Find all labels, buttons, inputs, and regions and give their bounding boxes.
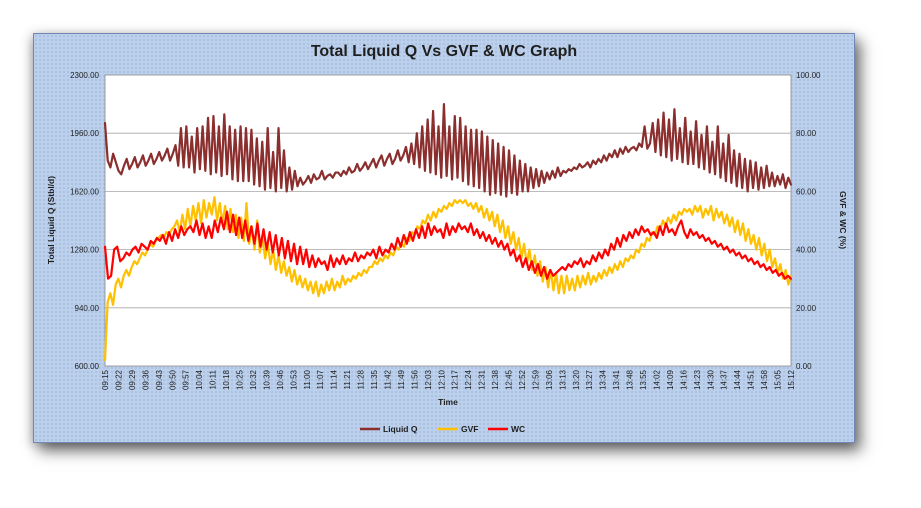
x-tick-label: 12:52 [518, 369, 527, 390]
x-tick-label: 12:03 [424, 369, 433, 390]
y-tick-label: 1620.00 [70, 187, 99, 196]
x-tick-label: 10:32 [249, 369, 258, 390]
y-tick-label: 1960.00 [70, 129, 99, 138]
x-axis-label: Time [438, 397, 458, 407]
x-tick-label: 11:56 [410, 369, 419, 389]
x-tick-label: 11:14 [330, 369, 339, 389]
y2-tick-label: 80.00 [796, 129, 817, 138]
y-tick-label: 940.00 [75, 304, 100, 313]
y-axis-ticks: 600.00 940.00 1280.00 1620.00 1960.00 2300.00 [70, 71, 99, 371]
x-tick-label: 13:20 [572, 369, 581, 390]
legend-item: GVF [438, 424, 478, 434]
x-tick-label: 10:18 [222, 369, 231, 390]
x-tick-label: 09:43 [155, 369, 164, 390]
x-tick-label: 11:35 [370, 369, 379, 389]
x-tick-label: 11:42 [383, 369, 392, 389]
x-tick-label: 13:34 [599, 369, 608, 390]
x-tick-label: 11:49 [397, 369, 406, 389]
x-tick-label: 10:11 [209, 369, 218, 389]
chart-title: Total Liquid Q Vs GVF & WC Graph [311, 43, 577, 60]
chart-svg: Total Liquid Q Vs GVF & WC Graph 600.00 9… [46, 43, 848, 434]
x-tick-label: 14:23 [693, 369, 702, 390]
x-tick-label: 12:59 [531, 369, 540, 390]
y-tick-label: 1280.00 [70, 246, 99, 255]
legend-label: GVF [461, 424, 478, 434]
x-tick-label: 11:28 [357, 369, 366, 389]
y-tick-label: 600.00 [75, 362, 100, 371]
x-tick-label: 09:36 [141, 369, 150, 390]
x-tick-label: 13:41 [612, 369, 621, 390]
x-tick-label: 13:06 [545, 369, 554, 390]
x-tick-label: 12:31 [478, 369, 487, 390]
series-line-liquid-q [103, 102, 793, 198]
x-tick-label: 13:13 [558, 369, 567, 390]
x-tick-label: 15:12 [787, 369, 796, 390]
y2-axis-label: GVF & WC (%) [838, 191, 848, 249]
legend-item: WC [488, 424, 525, 434]
x-axis-ticks: 09:15 09:22 09:29 09:36 09:43 09:50 09:57 10:04… [101, 369, 796, 390]
x-tick-label: 13:48 [626, 369, 635, 390]
series-line-gvf [103, 196, 793, 362]
x-tick-label: 14:02 [652, 369, 661, 390]
legend-label: WC [511, 424, 525, 434]
x-tick-label: 11:21 [343, 369, 352, 389]
y-axis-label: Total Liquid Q (Stbl/d) [46, 176, 56, 264]
legend-item: Liquid Q [360, 424, 418, 434]
y-tick-label: 2300.00 [70, 71, 99, 80]
x-tick-label: 09:29 [128, 369, 137, 390]
x-tick-label: 14:16 [679, 369, 688, 390]
x-tick-label: 14:37 [720, 369, 729, 390]
x-tick-label: 12:45 [505, 369, 514, 390]
x-tick-label: 13:55 [639, 369, 648, 390]
x-tick-label: 12:17 [451, 369, 460, 390]
x-tick-label: 14:58 [760, 369, 769, 390]
x-tick-label: 09:15 [101, 369, 110, 390]
x-tick-label: 11:00 [303, 369, 312, 389]
x-tick-label: 14:09 [666, 369, 675, 390]
series-line-wc [103, 210, 793, 280]
x-tick-label: 14:30 [706, 369, 715, 390]
y2-tick-label: 100.00 [796, 71, 821, 80]
x-tick-label: 12:38 [491, 369, 500, 390]
x-tick-label: 09:50 [168, 369, 177, 390]
x-tick-label: 13:27 [585, 369, 594, 390]
x-tick-label: 10:53 [289, 369, 298, 390]
x-tick-label: 14:51 [747, 369, 756, 390]
series-layer [103, 102, 793, 362]
x-tick-label: 10:25 [236, 369, 245, 390]
legend-label: Liquid Q [383, 424, 418, 434]
x-tick-label: 14:44 [733, 369, 742, 390]
y2-tick-label: 40.00 [796, 246, 817, 255]
x-tick-label: 10:39 [262, 369, 271, 390]
x-tick-label: 10:46 [276, 369, 285, 390]
x-tick-label: 09:57 [182, 369, 191, 390]
y2-tick-label: 20.00 [796, 304, 817, 313]
x-tick-label: 09:22 [114, 369, 123, 390]
legend: Liquid Q GVF WC [360, 424, 525, 434]
y2-axis-ticks: 0.00 20.00 40.00 60.00 80.00 100.00 [796, 71, 821, 371]
chart-area: Total Liquid Q Vs GVF & WC Graph 600.00 9… [33, 33, 855, 443]
x-tick-label: 10:04 [195, 369, 204, 390]
y2-tick-label: 0.00 [796, 362, 812, 371]
y2-tick-label: 60.00 [796, 187, 817, 196]
x-tick-label: 12:10 [437, 369, 446, 390]
x-tick-label: 11:07 [316, 369, 325, 389]
x-tick-label: 12:24 [464, 369, 473, 390]
x-tick-label: 15:05 [774, 369, 783, 390]
